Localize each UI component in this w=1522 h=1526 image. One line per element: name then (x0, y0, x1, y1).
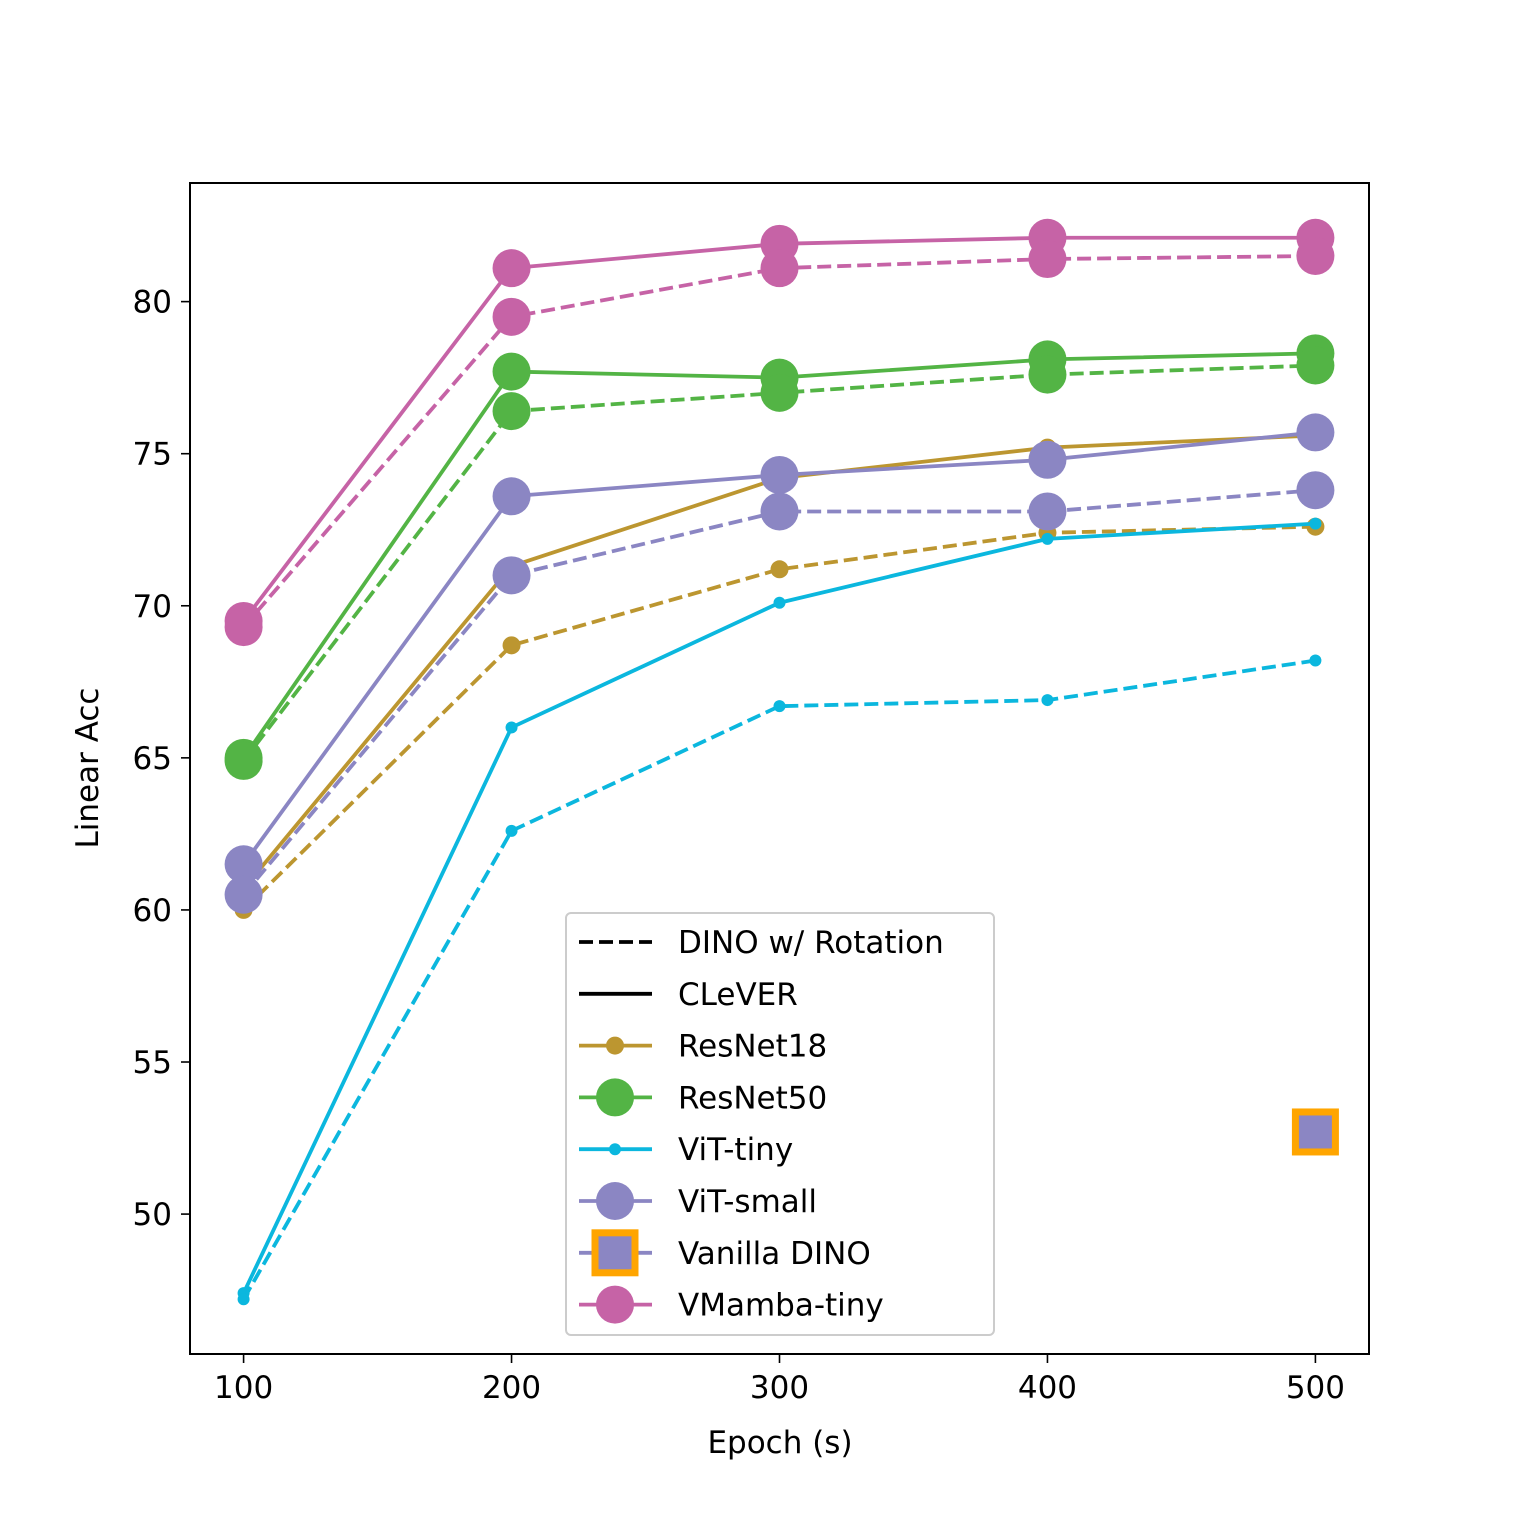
legend-label: ViT-small (678, 1184, 817, 1220)
data-point (773, 700, 786, 713)
legend-label: DINO w/ Rotation (678, 925, 944, 961)
data-point (1028, 492, 1067, 531)
data-point (505, 721, 518, 734)
data-point (1028, 440, 1067, 479)
legend-marker-swatch (606, 1036, 624, 1055)
x-tick-label: 500 (1286, 1370, 1345, 1406)
data-point (492, 556, 531, 595)
data-point (224, 875, 263, 914)
data-point (1041, 532, 1054, 545)
legend-label: ResNet50 (678, 1080, 827, 1116)
data-point (492, 477, 531, 516)
data-point (1028, 240, 1067, 279)
y-tick-label: 50 (133, 1197, 172, 1233)
data-point (492, 297, 531, 336)
data-point (760, 455, 799, 494)
legend-label: ResNet18 (678, 1029, 827, 1065)
y-tick-label: 65 (133, 741, 172, 777)
data-point (770, 560, 789, 579)
y-axis-label: Linear Acc (70, 688, 106, 849)
legend-label: CLeVER (678, 977, 798, 1013)
data-point (1296, 413, 1335, 452)
data-point (237, 1293, 250, 1306)
series-line (241, 658, 1316, 1301)
data-point (492, 352, 531, 391)
legend-marker-swatch (596, 1285, 634, 1324)
legend-entry-vit-small: ViT-small (579, 1182, 817, 1220)
data-point (224, 608, 263, 647)
data-point (492, 392, 531, 431)
data-point (773, 596, 786, 609)
legend-label: Vanilla DINO (678, 1236, 871, 1272)
data-point (1041, 694, 1054, 707)
data-point (1309, 517, 1322, 530)
legend: DINO w/ Rotation CLeVER ResNet18 ResNet50 Vi… (565, 912, 995, 1336)
legend-marker-swatch (596, 1078, 634, 1117)
data-point (224, 741, 263, 780)
series-vit-small-clever (224, 413, 1335, 884)
data-point (1309, 654, 1322, 667)
axes-frame (189, 182, 1370, 1355)
legend-label: ViT-tiny (678, 1132, 793, 1168)
y-tick-label: 75 (133, 437, 172, 473)
y-tick-label: 70 (133, 589, 172, 625)
plot-area (224, 218, 1339, 1306)
legend-entry-resnet50: ResNet50 (579, 1078, 827, 1117)
legend-marker-swatch (609, 1143, 621, 1156)
legend-entry-vmamba-tiny: VMamba-tiny (579, 1285, 884, 1324)
data-point (1296, 471, 1335, 510)
x-axis-label: Epoch (s) (707, 1425, 852, 1461)
x-tick-label: 200 (482, 1370, 541, 1406)
x-tick-label: 100 (214, 1370, 273, 1406)
data-point (1296, 236, 1335, 275)
legend-box (565, 912, 995, 1336)
series-resnet50-dino-w-rotation (224, 346, 1335, 780)
series-vit-tiny-dino-w-rotation (237, 654, 1322, 1306)
data-point (502, 636, 521, 655)
legend-marker-swatch (596, 1182, 634, 1220)
series-vit-tiny-clever (237, 517, 1322, 1300)
legend-entry-vanilla-dino: Vanilla DINO (579, 1229, 871, 1277)
legend-label: VMamba-tiny (678, 1288, 884, 1324)
y-tick-label: 60 (133, 893, 172, 929)
data-point (492, 249, 531, 288)
data-point (1028, 355, 1067, 394)
legend-marker-swatch (591, 1229, 639, 1277)
point-vanilla-dino (1291, 1108, 1339, 1156)
series-vmamba-tiny-dino-w-rotation (224, 236, 1335, 647)
axis-ticks: 100 200 300 400 500 50 55 60 65 70 75 80 (133, 285, 1345, 1406)
series-line (242, 524, 1316, 912)
legend-entry-dino-w-rotation: DINO w/ Rotation (579, 925, 944, 961)
data-point (224, 845, 263, 884)
x-tick-label: 300 (750, 1370, 809, 1406)
data-point (760, 492, 799, 531)
data-point (760, 249, 799, 288)
series-vit-small-dino-w-rotation (224, 471, 1335, 914)
legend-entry-clever: CLeVER (579, 977, 798, 1013)
data-point (760, 373, 799, 412)
y-tick-label: 55 (133, 1045, 172, 1081)
legend-entry-vit-tiny: ViT-tiny (579, 1132, 793, 1168)
data-point (1296, 346, 1335, 385)
legend-entry-resnet18: ResNet18 (579, 1029, 827, 1065)
y-tick-label: 80 (133, 285, 172, 321)
data-point (505, 824, 518, 837)
x-tick-label: 400 (1018, 1370, 1077, 1406)
